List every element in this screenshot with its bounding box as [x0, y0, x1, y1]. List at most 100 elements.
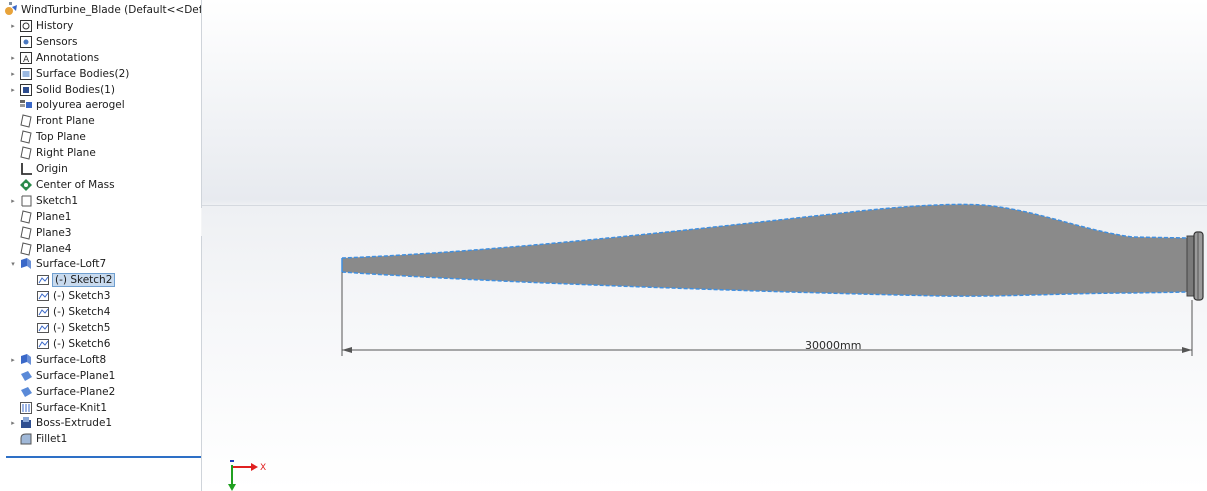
tree-item[interactable]: Surface-Plane2: [19, 384, 115, 400]
tree-item[interactable]: WindTurbine_Blade (Default<<Defa: [4, 2, 201, 18]
tree-item-label: (-) Sketch4: [53, 306, 111, 319]
graphics-viewport[interactable]: 30000mm X: [202, 0, 1207, 491]
tree-item-label: polyurea aerogel: [36, 99, 125, 112]
expand-arrow-icon[interactable]: ▸: [11, 69, 15, 78]
tree-item-label: History: [36, 19, 74, 32]
tree-item-label: Center of Mass: [36, 178, 115, 191]
surface-knit-icon: [19, 401, 33, 415]
x-axis-label: X: [260, 463, 266, 473]
tree-item-label: Sensors: [36, 35, 78, 48]
collapse-arrow-icon[interactable]: ▾: [11, 260, 15, 269]
tree-item-label: Boss-Extrude1: [36, 417, 113, 430]
tree-item[interactable]: Right Plane: [19, 145, 96, 161]
sub-sketch-icon: [36, 337, 50, 351]
tree-item-label: Origin: [36, 163, 68, 175]
expand-arrow-icon[interactable]: ▸: [11, 85, 15, 94]
tree-item[interactable]: Surface-Plane1: [19, 368, 115, 384]
tree-item[interactable]: Plane4: [19, 241, 71, 257]
tree-item[interactable]: Origin: [19, 161, 68, 177]
tree-item-label: Plane1: [36, 210, 72, 223]
tree-item-label: Front Plane: [36, 115, 95, 128]
sub-sketch-icon: [36, 289, 50, 303]
tree-item-label: Right Plane: [36, 147, 96, 160]
tree-item[interactable]: (-) Sketch6: [36, 336, 110, 352]
sub-sketch-icon: [36, 273, 50, 287]
expand-arrow-icon[interactable]: ▸: [11, 21, 15, 30]
expand-arrow-icon[interactable]: ▸: [11, 419, 15, 428]
feature-manager-tree: WindTurbine_Blade (Default<<Defa ▸ History…: [0, 0, 201, 491]
material-icon: [19, 98, 33, 112]
tree-item[interactable]: Top Plane: [19, 129, 86, 145]
tree-top-marker: [9, 2, 12, 5]
tree-item[interactable]: Plane1: [19, 209, 71, 225]
tree-item[interactable]: (-) Sketch3: [36, 288, 110, 304]
tree-item-label: (-) Sketch2: [51, 273, 116, 288]
surface-bodies-icon: [19, 67, 33, 81]
tree-item[interactable]: ▸ History: [11, 18, 74, 34]
surface-loft-icon: [19, 257, 33, 271]
tree-item[interactable]: ▸ Surface-Loft8: [11, 352, 107, 368]
tree-item[interactable]: (-) Sketch4: [36, 304, 110, 320]
plane-icon: [19, 130, 33, 144]
rollback-bar[interactable]: [6, 456, 201, 458]
expand-arrow-icon[interactable]: ▸: [11, 53, 15, 62]
history-icon: [19, 19, 33, 33]
center-of-mass-icon: [19, 178, 33, 192]
sub-sketch-icon: [36, 305, 50, 319]
tree-item-label: Annotations: [36, 51, 100, 64]
tree-item[interactable]: ▸ A Annotations: [11, 50, 100, 66]
sketch-icon: [19, 194, 33, 208]
svg-text:A: A: [23, 55, 30, 65]
tree-item-label: Surface-Loft8: [36, 353, 107, 366]
boss-extrude-icon: [19, 416, 33, 430]
tree-item-label: Fillet1: [36, 433, 68, 446]
tree-item[interactable]: polyurea aerogel: [19, 97, 125, 113]
plane-icon: [19, 114, 33, 128]
tree-item[interactable]: (-) Sketch5: [36, 320, 110, 336]
tree-item[interactable]: Front Plane: [19, 113, 95, 129]
solid-bodies-icon: [19, 83, 33, 97]
part-icon: [4, 3, 18, 17]
tree-item-label: (-) Sketch3: [53, 290, 111, 303]
tree-item[interactable]: ▾ Surface-Loft7: [11, 256, 106, 272]
expand-arrow-icon[interactable]: ▸: [11, 355, 15, 364]
tree-item[interactable]: ▸ Sketch1: [11, 193, 79, 209]
sensors-icon: [19, 35, 33, 49]
blade-flange[interactable]: [1186, 231, 1204, 301]
tree-item-label: Plane4: [36, 242, 72, 255]
tree-item[interactable]: Plane3: [19, 225, 71, 241]
surface-loft-icon: [19, 353, 33, 367]
tree-item-label: Surface Bodies(2): [36, 67, 130, 80]
plane-icon: [19, 146, 33, 160]
panel-splitter[interactable]: [201, 0, 202, 491]
tree-item[interactable]: ▸ Solid Bodies(1): [11, 82, 115, 98]
tree-item-label: Surface-Plane2: [36, 385, 116, 398]
tree-item[interactable]: Surface-Knit1: [19, 400, 107, 416]
tree-item[interactable]: Fillet1: [19, 431, 67, 447]
origin-icon: [19, 162, 33, 176]
tree-item[interactable]: Center of Mass: [19, 177, 115, 193]
tree-item-label: Surface-Knit1: [36, 401, 108, 414]
tree-item[interactable]: Sensors: [19, 34, 77, 50]
plane-icon: [19, 210, 33, 224]
tree-item-label: Plane3: [36, 226, 72, 239]
tree-item[interactable]: ▸ Surface Bodies(2): [11, 66, 130, 82]
blade-model[interactable]: [202, 0, 1207, 491]
plane-icon: [19, 225, 33, 240]
tree-item-label: (-) Sketch5: [53, 322, 111, 334]
tree-item[interactable]: (-) Sketch2: [36, 272, 116, 288]
blade-top-edge: [341, 203, 1188, 259]
reference-triad: X: [228, 460, 266, 491]
tree-item[interactable]: ▸ Boss-Extrude1: [11, 415, 113, 431]
blade-body[interactable]: [342, 204, 1187, 297]
dimension-label[interactable]: 30000mm: [805, 339, 862, 352]
fillet-icon: [19, 432, 33, 446]
tree-item-label: Sketch1: [36, 194, 79, 207]
dimension-30000mm[interactable]: [341, 272, 1193, 356]
expand-arrow-icon[interactable]: ▸: [11, 196, 15, 205]
tree-item-label: Top Plane: [36, 131, 86, 144]
plane-icon: [19, 241, 33, 256]
tree-item-label: (-) Sketch6: [53, 337, 111, 350]
annotations-icon: A: [19, 51, 33, 65]
horizon-line: [202, 205, 1207, 206]
